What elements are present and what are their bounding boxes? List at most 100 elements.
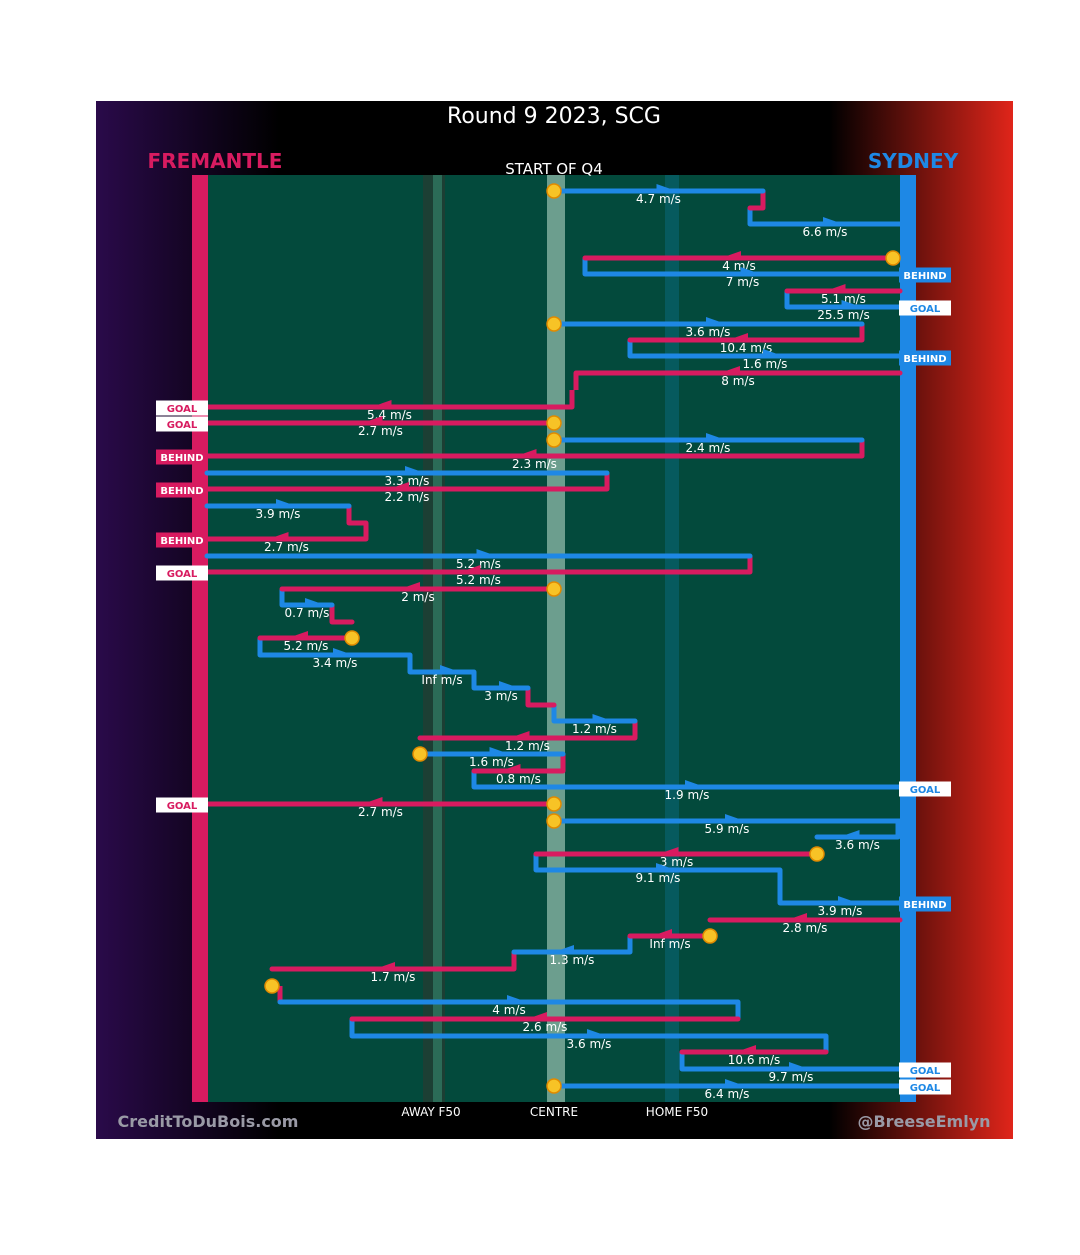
direction-arrow (763, 349, 783, 357)
direction-arrow (375, 962, 395, 970)
speed-label: 6.4 m/s (705, 1087, 750, 1101)
speed-label: 6.6 m/s (803, 225, 848, 239)
direction-arrow (725, 1079, 745, 1087)
direction-arrow (838, 896, 858, 904)
result-label: GOAL (167, 404, 198, 415)
speed-label: Inf m/s (421, 673, 462, 687)
speed-label: 1.7 m/s (371, 970, 416, 984)
direction-arrow (656, 863, 676, 871)
direction-arrow (371, 400, 392, 408)
chain-layer: 4.7 m/s 6.6 m/s 4 m/s 7 m/s BEHIND 5.1 m/s 25.… (156, 183, 951, 1101)
result-badge (899, 781, 951, 797)
speed-label: 4 m/s (492, 1003, 525, 1017)
chain-start-marker (546, 415, 562, 431)
result-badge (156, 400, 208, 416)
direction-arrow (721, 251, 741, 259)
direction-arrow (592, 714, 613, 722)
direction-arrow (787, 913, 807, 921)
chain-4: 3.6 m/s 10.4 m/s 1.6 m/s BEHIND (546, 316, 951, 371)
result-label: BEHIND (903, 900, 946, 911)
speed-label: 8 m/s (721, 374, 754, 388)
direction-arrow (706, 317, 726, 325)
result-badge (899, 1062, 951, 1078)
speed-label: 5.2 m/s (456, 557, 501, 571)
direction-arrow (685, 780, 705, 788)
chain-18: Inf m/s 1.3 m/s 1.7 m/s (269, 928, 718, 984)
chain-3: 5.1 m/s 25.5 m/s GOAL (784, 284, 951, 322)
direction-arrow (389, 482, 409, 490)
direction-arrow (333, 648, 353, 656)
direction-arrow (489, 747, 510, 755)
zone-label-centre: CENTRE (530, 1105, 578, 1119)
direction-arrow (587, 1029, 607, 1037)
chain-start-marker (546, 581, 562, 597)
speed-label: 2.4 m/s (686, 441, 731, 455)
direction-arrow (527, 1012, 547, 1020)
chain-start-marker (809, 846, 825, 862)
speed-label: 10.4 m/s (720, 341, 773, 355)
speed-label: 7 m/s (726, 275, 759, 289)
speed-label: 2 m/s (401, 590, 434, 604)
credit-right: @BreeseEmlyn (857, 1112, 990, 1131)
direction-arrow (288, 631, 308, 639)
result-label: GOAL (910, 785, 941, 796)
chain-start-marker (546, 796, 562, 812)
speed-label: 9.1 m/s (636, 871, 681, 885)
direction-arrow (500, 764, 521, 772)
chain-7: 2.4 m/s 2.3 m/s BEHIND (156, 432, 865, 471)
chain-14: 2.7 m/s GOAL (156, 796, 562, 819)
speed-label: 3.9 m/s (818, 904, 863, 918)
direction-arrow (405, 466, 425, 474)
speed-label: 0.7 m/s (285, 606, 330, 620)
speed-label: 1.2 m/s (505, 739, 550, 753)
speed-label: 2.8 m/s (783, 921, 828, 935)
chain-1: 4.7 m/s 6.6 m/s (546, 183, 903, 239)
direction-arrow (652, 929, 672, 937)
chain-start-marker (546, 1078, 562, 1094)
fremantle-goal-post (192, 175, 208, 1102)
speed-label: 2.7 m/s (358, 424, 403, 438)
result-badge (156, 482, 208, 498)
chain-start-marker (412, 746, 428, 762)
speed-label: 1.6 m/s (743, 357, 788, 371)
zone-label-away-f50: AWAY F50 (401, 1105, 460, 1119)
result-label: BEHIND (160, 486, 203, 497)
speed-label: 4.7 m/s (636, 192, 681, 206)
direction-arrow (440, 665, 460, 673)
speed-label: 1.2 m/s (572, 722, 617, 736)
chain-start-marker (546, 316, 562, 332)
speed-label: 3.6 m/s (835, 838, 880, 852)
direction-arrow (658, 847, 679, 855)
result-badge (899, 350, 951, 366)
sydney-goal-post (900, 175, 916, 1102)
chain-2: 4 m/s7 m/s BEHIND (582, 250, 951, 289)
direction-arrow (499, 681, 519, 689)
speed-label: 1.6 m/s (469, 755, 514, 769)
result-badge (156, 449, 208, 465)
chain-9: 3.9 m/s 2.7 m/s BEHIND (156, 499, 369, 554)
direction-arrow (509, 731, 530, 739)
chain-start-marker (264, 978, 280, 994)
direction-arrow (268, 532, 289, 540)
direction-arrow (728, 333, 748, 341)
direction-arrow (400, 582, 420, 590)
chain-20: 10.6 m/s 9.7 m/s GOAL (679, 1036, 951, 1084)
result-badge (156, 416, 208, 432)
direction-arrow (276, 499, 296, 507)
chain-start-marker (885, 250, 901, 266)
speed-label: 5.9 m/s (705, 822, 750, 836)
speed-label: 3.4 m/s (313, 656, 358, 670)
chain-start-marker (344, 630, 360, 646)
chain-start-marker (546, 813, 562, 829)
result-label: BEHIND (160, 453, 203, 464)
chain-11: 2 m/s 0.7 m/s (279, 581, 562, 625)
speed-label: 2.7 m/s (264, 540, 309, 554)
chain-21: 6.4 m/s GOAL (546, 1078, 951, 1101)
result-label: GOAL (167, 569, 198, 580)
chart-subtitle: START OF Q4 (505, 160, 603, 178)
speed-label: 3.6 m/s (567, 1037, 612, 1051)
result-badge (156, 532, 208, 548)
speed-label: 1.9 m/s (665, 788, 710, 802)
result-label: BEHIND (160, 536, 203, 547)
